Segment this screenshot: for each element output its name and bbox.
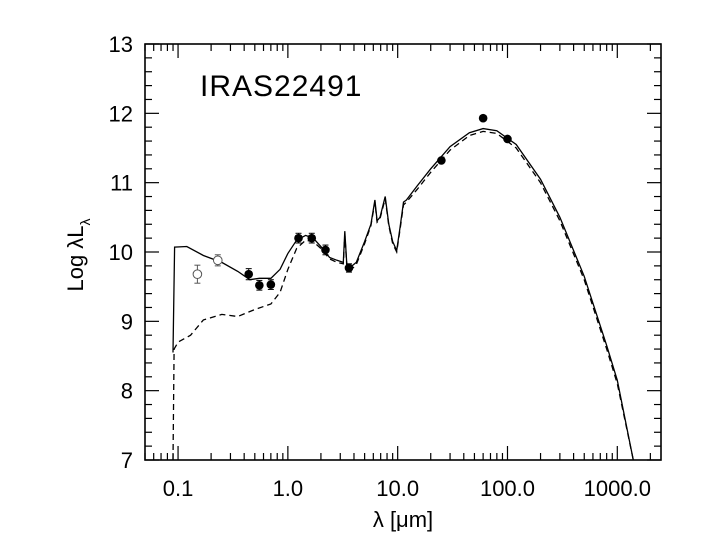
x-tick-label: 1000.0 <box>584 476 651 501</box>
x-tick-label: 0.1 <box>163 476 194 501</box>
x-tick-labels: 0.1 1.0 10.0 100.0 1000.0 <box>163 476 651 501</box>
model-curve-solid <box>172 127 634 460</box>
plot-frame <box>144 43 662 461</box>
y-tick-label: 11 <box>110 171 133 196</box>
chart-title: IRAS22491 <box>200 70 362 103</box>
x-tick-label: 1.0 <box>273 476 304 501</box>
data-point-filled <box>244 269 254 279</box>
data-point-filled <box>255 280 264 290</box>
y-tick-label: 12 <box>109 101 133 126</box>
x-tick-label: 10.0 <box>376 476 419 501</box>
y-tick-label: 13 <box>109 32 133 57</box>
y-axis-title-main: Log λL <box>63 225 88 291</box>
data-point-filled <box>321 245 330 255</box>
data-point-open <box>212 255 223 266</box>
model-curve-dashed <box>172 130 634 460</box>
data-point-filled <box>437 156 446 165</box>
data-point-filled <box>294 233 303 243</box>
x-tick-label: 100.0 <box>480 476 535 501</box>
y-tick-label: 7 <box>121 448 133 473</box>
data-point-filled <box>344 263 354 273</box>
y-axis-title-subscript: λ <box>77 218 93 225</box>
data-point-filled <box>478 113 488 123</box>
y-tick-labels: 7 8 9 10 11 12 13 <box>109 32 133 473</box>
y-tick-label: 8 <box>121 379 133 404</box>
data-point-filled <box>503 134 512 144</box>
data-points <box>192 113 512 291</box>
data-point-open <box>192 269 203 279</box>
model-curves <box>172 127 634 460</box>
y-tick-label: 10 <box>109 240 133 265</box>
y-tick-label: 9 <box>121 309 133 334</box>
x-axis-title: λ [μm] <box>373 507 433 532</box>
y-axis-title: Log λLλ <box>63 218 93 291</box>
data-point-filled <box>266 280 276 289</box>
tick-marks <box>144 43 661 461</box>
data-point-filled <box>307 233 317 243</box>
